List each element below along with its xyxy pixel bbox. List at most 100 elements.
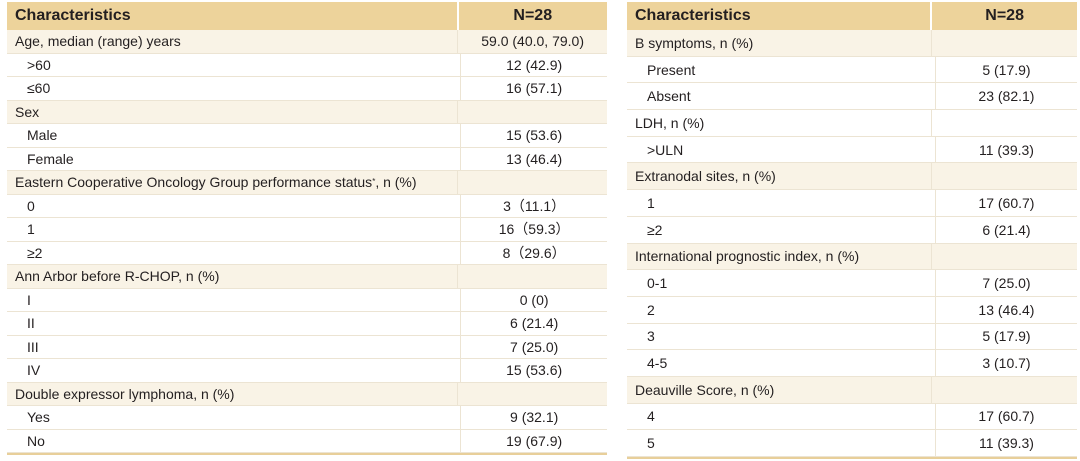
table-body: Age, median (range) years 59.0 (40.0, 79.…: [7, 30, 607, 453]
row-value: 7 (25.0): [460, 335, 607, 358]
row-value: 16 (57.1): [460, 77, 607, 100]
row-label: 0-1: [627, 270, 935, 296]
row-label: Deauville Score, n (%): [627, 377, 931, 403]
row-label: International prognostic index, n (%): [627, 244, 931, 270]
row-label: Present: [627, 57, 935, 83]
row-label-text: Ann Arbor before R-CHOP, n (%): [15, 268, 220, 285]
row-label-text: ≤60: [27, 80, 51, 97]
row-value: 59.0 (40.0, 79.0): [457, 30, 607, 53]
table-row: No 19 (67.9): [7, 429, 607, 453]
row-label: LDH, n (%): [627, 110, 931, 136]
table-row: 0-1 7 (25.0): [627, 270, 1077, 297]
table-row: IV 15 (53.6): [7, 359, 607, 383]
row-label-text: 1: [647, 194, 655, 211]
row-label: Male: [7, 124, 460, 147]
row-value: [930, 243, 1077, 270]
section-row: Sex: [7, 100, 607, 124]
table-row: III 7 (25.0): [7, 335, 607, 359]
row-label-text: >ULN: [647, 141, 684, 158]
row-label-text: Extranodal sites, n (%): [635, 168, 776, 185]
row-label: ≤60: [7, 77, 460, 100]
row-label: IV: [7, 359, 460, 382]
row-value: 5 (17.9): [934, 323, 1077, 350]
row-label-text: 0-1: [647, 275, 668, 292]
row-label-text: Yes: [27, 409, 50, 426]
table-row: 4-5 3 (10.7): [627, 350, 1077, 377]
table-row: Absent 23 (82.1): [627, 83, 1077, 111]
row-label: 5: [627, 430, 935, 456]
table-row: Female 13 (46.4): [7, 147, 607, 171]
row-label: 1: [7, 218, 460, 241]
row-label: II: [7, 312, 460, 335]
row-label-text: III: [27, 338, 39, 355]
table-row: 5 11 (39.3): [627, 430, 1077, 457]
row-label-text: Present: [647, 61, 696, 78]
row-value: 3（11.1）: [460, 194, 607, 217]
table-row: >ULN 11 (39.3): [627, 136, 1077, 164]
row-label-text: Deauville Score, n (%): [635, 381, 775, 398]
section-row: International prognostic index, n (%): [627, 243, 1077, 271]
row-value: [457, 382, 607, 405]
row-label: ≥2: [627, 217, 935, 243]
row-label-text: 3: [647, 328, 655, 345]
row-label: Extranodal sites, n (%): [627, 163, 931, 189]
row-label-text: Absent: [647, 88, 691, 105]
row-value: [457, 265, 607, 288]
row-label: ≥2: [7, 242, 460, 265]
row-label-text: II: [27, 315, 35, 332]
row-label: Female: [7, 148, 460, 171]
header-n: N=28: [456, 2, 607, 30]
row-value: [457, 100, 607, 123]
characteristics-table-left: Characteristics N=28 Age, median (range)…: [7, 2, 607, 455]
row-label-text: Sex: [15, 103, 40, 120]
header-n: N=28: [930, 2, 1077, 30]
row-label-text: Female: [27, 150, 74, 167]
section-row: Ann Arbor before R-CHOP, n (%): [7, 265, 607, 289]
row-label: Age, median (range) years: [7, 30, 457, 53]
row-value: 9 (32.1): [460, 406, 607, 429]
row-value: [930, 110, 1077, 136]
row-label: 0: [7, 195, 460, 218]
row-value: 0 (0): [460, 288, 607, 311]
row-label: Sex: [7, 101, 457, 124]
row-value: 3 (10.7): [934, 350, 1077, 376]
row-label: No: [7, 430, 460, 453]
row-label: >ULN: [627, 137, 935, 163]
row-label: I: [7, 289, 460, 312]
row-value: [457, 171, 607, 194]
row-value: 17 (60.7): [934, 403, 1077, 430]
row-value: 15 (53.6): [460, 124, 607, 147]
row-label-suffix: , n (%): [375, 174, 417, 191]
table-row: Present 5 (17.9): [627, 56, 1077, 84]
row-label-text: Male: [27, 127, 58, 144]
row-label-text: No: [27, 432, 45, 449]
row-label: 4-5: [627, 350, 935, 376]
row-label-text: IV: [27, 362, 41, 379]
section-row: Extranodal sites, n (%): [627, 163, 1077, 191]
row-value: 17 (60.7): [934, 190, 1077, 216]
section-row: B symptoms, n (%): [627, 30, 1077, 57]
table-row: 3 5 (17.9): [627, 323, 1077, 351]
row-label: Eastern Cooperative Oncology Group perfo…: [15, 174, 417, 191]
row-value: 13 (46.4): [934, 296, 1077, 323]
table-row: 4 17 (60.7): [627, 403, 1077, 431]
row-label-text: 0: [27, 197, 35, 214]
table-row: 1 17 (60.7): [627, 190, 1077, 217]
row-label-text: 1: [27, 221, 35, 238]
row-label-text: Double expressor lymphoma, n (%): [15, 385, 235, 402]
characteristics-table-right: Characteristics N=28 B symptoms, n (%) Pr…: [627, 2, 1077, 459]
row-value: 5 (17.9): [934, 56, 1077, 83]
row-label: Double expressor lymphoma, n (%): [7, 383, 457, 406]
row-label-text: Age, median (range) years: [15, 33, 181, 50]
row-label: 2: [627, 297, 935, 323]
table-header: Characteristics N=28: [627, 2, 1077, 30]
table-row: I 0 (0): [7, 288, 607, 312]
row-value: 11 (39.3): [934, 136, 1077, 163]
row-value: 7 (25.0): [934, 270, 1077, 296]
row-value: 23 (82.1): [934, 83, 1077, 110]
table-row: Yes 9 (32.1): [7, 406, 607, 430]
table-row: ≥2 8（29.6）: [7, 241, 607, 265]
row-value: 19 (67.9): [460, 429, 607, 452]
section-row: Deauville Score, n (%): [627, 376, 1077, 404]
row-label: III: [7, 336, 460, 359]
